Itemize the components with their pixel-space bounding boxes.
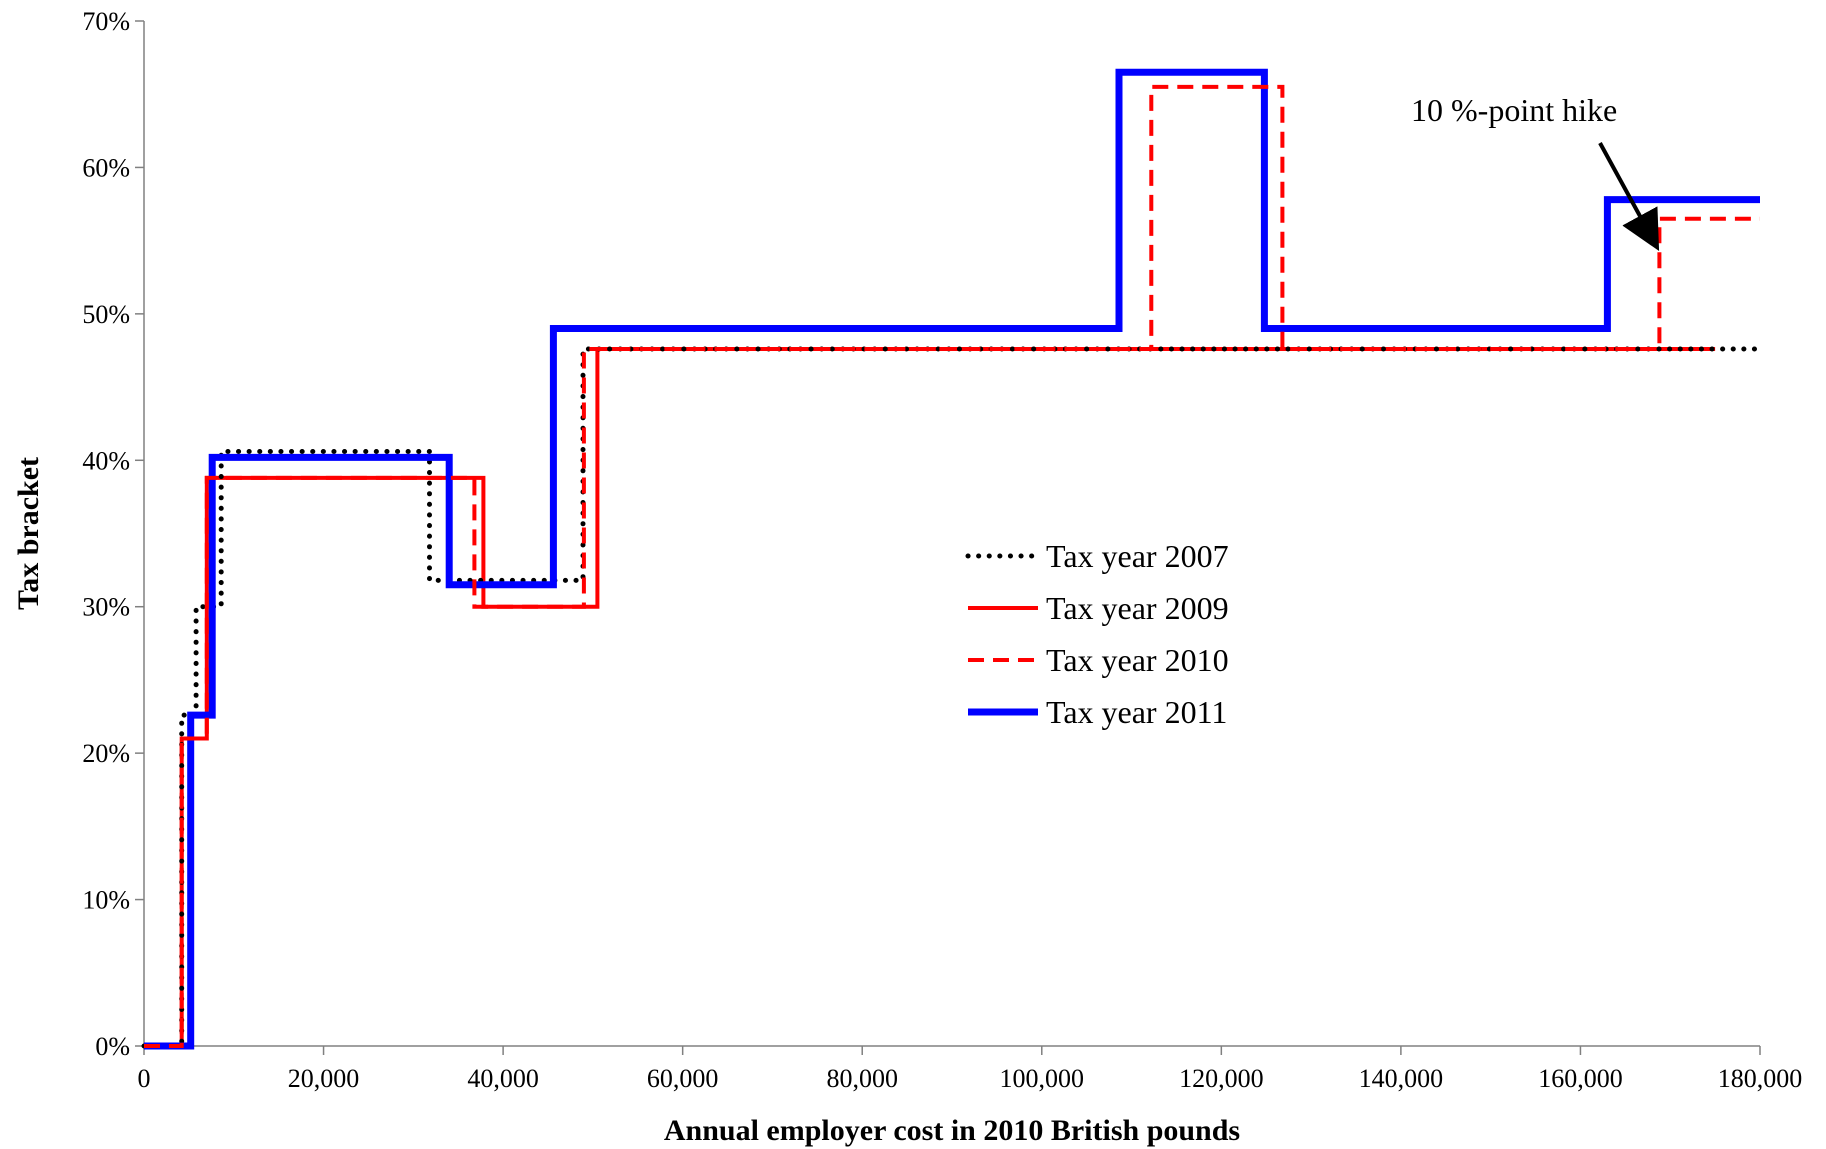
x-axis-title: Annual employer cost in 2010 British pou… (664, 1114, 1240, 1147)
series-line-tax-year-2011 (144, 68, 1760, 1050)
series-layer (141, 68, 1763, 1050)
y-tick-label: 10% (82, 886, 130, 915)
legend-label: Tax year 2010 (1046, 642, 1229, 678)
legend: Tax year 2007 Tax year 2009 Tax year 2010 T… (965, 538, 1229, 730)
y-tick-label: 30% (82, 593, 130, 622)
legend-label: Tax year 2011 (1046, 694, 1227, 730)
annotation-layer: 10 %-point hike (1411, 92, 1660, 251)
x-tick-label: 60,000 (647, 1064, 719, 1093)
y-tick-label: 60% (82, 153, 130, 182)
y-tick-label: 20% (82, 739, 130, 768)
axes: 0% 10% 20% 30% 40% 50% 60% 70% 0 20,000 40,000 60,0… (82, 7, 1802, 1093)
series-line-tax-year-2007 (141, 346, 1763, 1049)
y-tick-label: 0% (95, 1032, 130, 1061)
series-line-tax-year-2009 (144, 347, 1716, 1048)
y-tick-label: 70% (82, 7, 130, 36)
x-tick-label: 180,000 (1718, 1064, 1803, 1093)
series-line-tax-year-2010 (144, 84, 1760, 1048)
annotation-text: 10 %-point hike (1411, 92, 1617, 128)
x-tick-label: 20,000 (288, 1064, 360, 1093)
y-tick-label: 50% (82, 300, 130, 329)
x-tick-label: 140,000 (1359, 1064, 1444, 1093)
y-tick-label: 40% (82, 446, 130, 475)
annotation-arrow (1598, 142, 1660, 251)
x-tick-label: 0 (138, 1064, 151, 1093)
x-tick-label: 80,000 (826, 1064, 898, 1093)
legend-label: Tax year 2007 (1046, 538, 1229, 574)
x-tick-label: 40,000 (467, 1064, 539, 1093)
x-tick-label: 120,000 (1179, 1064, 1264, 1093)
x-tick-label: 160,000 (1538, 1064, 1623, 1093)
legend-label: Tax year 2009 (1046, 590, 1229, 626)
y-axis-title: Tax bracket (12, 457, 45, 610)
x-tick-label: 100,000 (1000, 1064, 1085, 1093)
